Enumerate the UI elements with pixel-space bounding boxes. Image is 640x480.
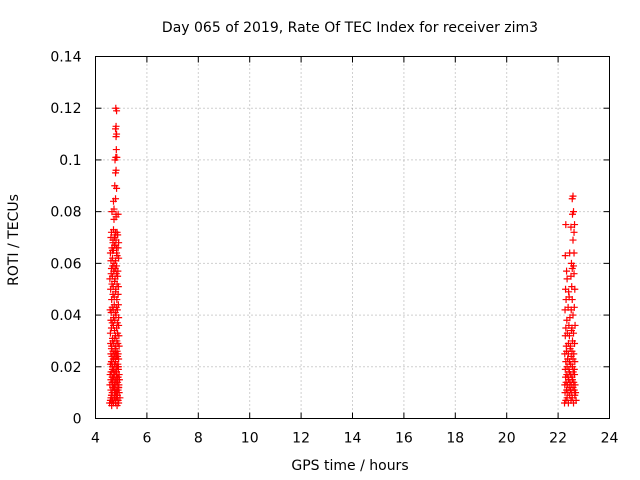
data-point bbox=[115, 399, 123, 407]
data-point bbox=[115, 314, 123, 322]
data-point bbox=[107, 376, 115, 384]
grid-lines bbox=[95, 56, 610, 419]
data-point bbox=[113, 184, 121, 192]
data-point bbox=[571, 358, 579, 366]
data-point bbox=[570, 350, 578, 358]
data-point bbox=[110, 205, 118, 213]
data-point bbox=[563, 267, 571, 275]
data-point bbox=[112, 153, 120, 161]
data-point bbox=[571, 340, 579, 348]
data-point bbox=[115, 239, 123, 247]
data-point bbox=[112, 146, 120, 154]
chart-title: Day 065 of 2019, Rate Of TEC Index for r… bbox=[162, 20, 538, 36]
y-tick-label: 0.12 bbox=[50, 101, 81, 117]
data-point bbox=[108, 246, 116, 254]
data-point bbox=[567, 223, 575, 231]
data-point bbox=[571, 321, 579, 329]
plot-frame bbox=[95, 56, 610, 419]
data-point bbox=[563, 275, 571, 283]
x-tick-label: 8 bbox=[194, 431, 203, 447]
data-point bbox=[112, 378, 120, 386]
data-point bbox=[570, 303, 578, 311]
data-point bbox=[572, 389, 580, 397]
data-point bbox=[113, 244, 121, 252]
data-point bbox=[109, 365, 117, 373]
data-point bbox=[566, 342, 574, 350]
y-tick-label: 0.14 bbox=[50, 50, 81, 66]
y-tick-label: 0.06 bbox=[50, 256, 81, 272]
x-axis-label: GPS time / hours bbox=[291, 458, 408, 474]
data-point bbox=[108, 360, 116, 368]
data-point bbox=[565, 332, 573, 340]
x-tick-label: 10 bbox=[241, 431, 259, 447]
data-point bbox=[113, 371, 121, 379]
data-point bbox=[571, 221, 579, 229]
x-tick-label: 14 bbox=[344, 431, 362, 447]
data-point bbox=[113, 296, 121, 304]
y-tick-labels: 0 0.02 0.04 0.06 0.08 0.1 0.12 0.14 bbox=[50, 50, 81, 428]
x-tick-label: 4 bbox=[91, 431, 100, 447]
x-tick-label: 12 bbox=[292, 431, 310, 447]
data-point bbox=[113, 228, 121, 236]
y-tick-label: 0.08 bbox=[50, 205, 81, 221]
y-axis-label: ROTI / TECUs bbox=[6, 194, 22, 286]
data-point bbox=[115, 254, 123, 262]
data-point bbox=[113, 130, 121, 138]
data-point bbox=[114, 301, 122, 309]
data-point bbox=[112, 122, 120, 130]
data-point bbox=[114, 267, 122, 275]
y-tick-label: 0 bbox=[73, 412, 82, 428]
data-point bbox=[570, 249, 578, 257]
x-tick-label: 22 bbox=[549, 431, 567, 447]
data-point bbox=[106, 329, 114, 337]
x-tick-label: 24 bbox=[601, 431, 619, 447]
data-point bbox=[114, 340, 122, 348]
y-tick-label: 0.1 bbox=[59, 153, 81, 169]
data-point bbox=[112, 104, 120, 112]
data-point bbox=[570, 208, 578, 216]
data-point bbox=[565, 288, 573, 296]
data-point bbox=[114, 290, 122, 298]
x-tick-label: 18 bbox=[446, 431, 464, 447]
x-tick-labels: 4 6 8 10 12 14 16 18 20 22 24 bbox=[91, 431, 618, 447]
data-point bbox=[568, 296, 576, 304]
data-point bbox=[114, 283, 122, 291]
data-point bbox=[112, 195, 120, 203]
data-point bbox=[570, 329, 578, 337]
data-point bbox=[109, 236, 117, 244]
x-tick-label: 20 bbox=[498, 431, 516, 447]
data-point bbox=[570, 262, 578, 270]
data-point bbox=[114, 363, 122, 371]
data-point bbox=[569, 236, 577, 244]
data-point bbox=[114, 386, 122, 394]
data-points bbox=[106, 104, 580, 410]
x-tick-label: 6 bbox=[142, 431, 151, 447]
data-point bbox=[570, 270, 578, 278]
data-point bbox=[562, 221, 570, 229]
data-point bbox=[107, 345, 115, 353]
data-point bbox=[569, 311, 577, 319]
data-point bbox=[113, 306, 121, 314]
data-point bbox=[114, 329, 122, 337]
data-point bbox=[571, 285, 579, 293]
data-point bbox=[571, 381, 579, 389]
data-point bbox=[113, 319, 121, 327]
data-point bbox=[112, 210, 120, 218]
data-point bbox=[570, 365, 578, 373]
data-point bbox=[561, 252, 569, 260]
data-point bbox=[111, 389, 119, 397]
data-point bbox=[114, 352, 122, 360]
y-tick-label: 0.02 bbox=[50, 360, 81, 376]
data-point bbox=[112, 169, 120, 177]
data-point bbox=[570, 228, 578, 236]
data-point bbox=[108, 381, 116, 389]
data-point bbox=[568, 195, 576, 203]
x-tick-label: 16 bbox=[395, 431, 413, 447]
y-tick-label: 0.04 bbox=[50, 308, 81, 324]
data-point bbox=[572, 396, 580, 404]
data-point bbox=[112, 358, 120, 366]
